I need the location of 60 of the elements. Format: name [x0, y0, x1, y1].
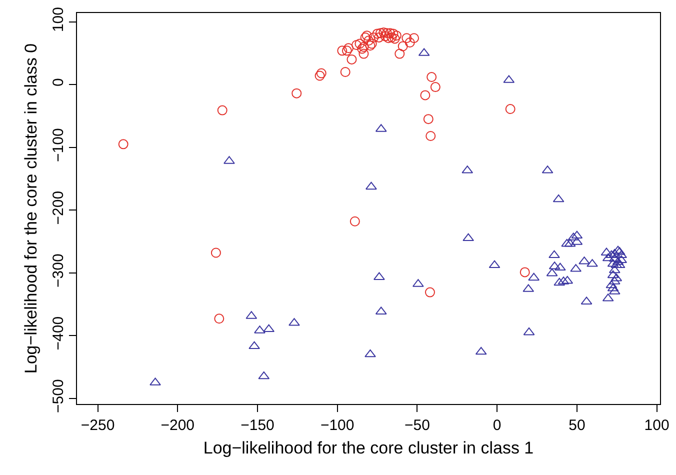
point	[409, 33, 420, 44]
x-axis-title: Log−likelihood for the core cluster in class 1	[203, 438, 534, 458]
y-tick-label: 100	[50, 7, 67, 32]
point	[352, 40, 362, 50]
point	[374, 32, 384, 42]
point	[383, 33, 394, 44]
point	[378, 27, 389, 38]
point	[380, 31, 390, 42]
point	[354, 38, 365, 49]
point	[346, 54, 357, 64]
point	[402, 33, 412, 44]
point	[404, 38, 415, 48]
point	[394, 48, 405, 59]
point	[391, 30, 402, 41]
point	[314, 70, 325, 81]
point	[398, 41, 408, 52]
y-tick-label: −500	[50, 379, 67, 413]
x-tick-label: −250	[80, 417, 115, 434]
point	[210, 248, 221, 258]
y-axis-title: Log−likelihood for the core cluster in class 0	[22, 43, 41, 374]
point	[337, 46, 348, 56]
y-tick-label: −200	[50, 190, 67, 225]
y-tick-label: 0	[50, 78, 67, 86]
point	[430, 82, 440, 92]
point	[340, 67, 350, 77]
point	[390, 34, 400, 44]
point	[217, 105, 228, 116]
x-tick-label: −50	[404, 417, 430, 434]
point	[316, 68, 326, 78]
y-tick-label: −100	[50, 128, 67, 162]
point	[344, 43, 354, 54]
y-tick-label: −300	[50, 254, 67, 288]
point	[358, 48, 369, 59]
point	[375, 28, 386, 38]
point	[505, 104, 516, 114]
point	[368, 32, 379, 42]
point	[364, 36, 374, 46]
point	[386, 32, 397, 42]
point	[520, 267, 530, 278]
point	[372, 28, 382, 39]
point	[292, 88, 302, 98]
point	[426, 72, 437, 82]
point	[342, 46, 352, 56]
x-tick-label: 50	[568, 417, 586, 434]
point	[426, 131, 436, 142]
point	[423, 114, 434, 124]
y-tick-label: −400	[50, 316, 67, 350]
point	[214, 314, 224, 324]
point	[118, 139, 128, 150]
point	[350, 216, 360, 226]
x-tick-label: −200	[160, 417, 195, 434]
x-tick-label: 0	[492, 417, 502, 434]
point	[420, 90, 430, 100]
point	[382, 28, 392, 38]
point	[388, 28, 398, 39]
x-tick-label: 100	[644, 417, 670, 434]
point	[424, 287, 435, 298]
x-tick-label: −150	[240, 417, 274, 434]
point	[385, 28, 396, 38]
x-tick-label: −100	[320, 417, 354, 434]
